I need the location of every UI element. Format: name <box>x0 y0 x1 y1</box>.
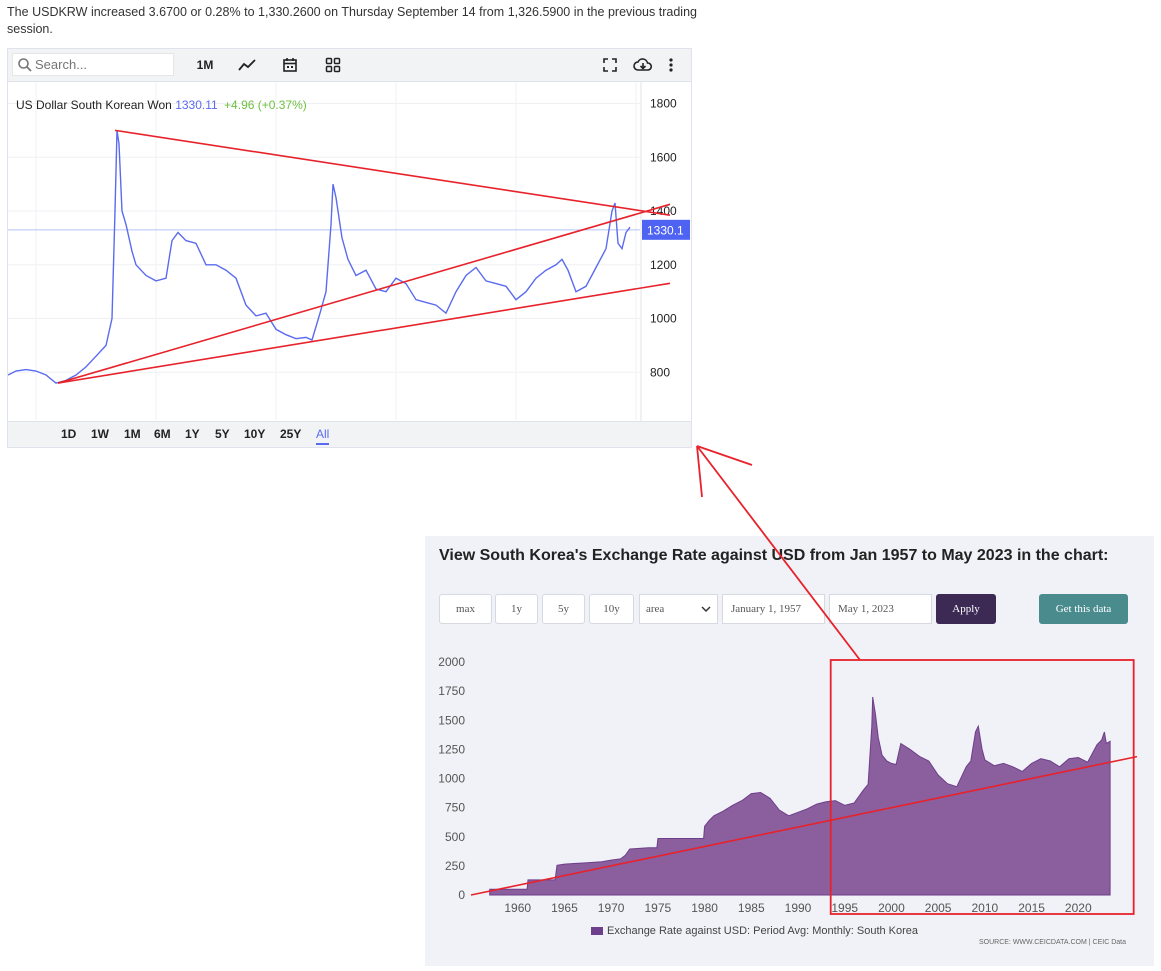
x-tick-label: 1990 <box>785 901 812 915</box>
lower-trendline <box>57 282 671 384</box>
y-tick-label: 1750 <box>438 684 465 698</box>
x-tick-label: 1960 <box>504 901 531 915</box>
trendline <box>57 203 671 384</box>
range-1y-button[interactable]: 1y <box>495 594 538 624</box>
x-tick-label: 2010 <box>972 901 999 915</box>
source-credit: SOURCE: WWW.CEICDATA.COM | CEIC Data <box>978 939 1126 946</box>
get-data-button[interactable]: Get this data <box>1039 594 1128 624</box>
range-10y-button[interactable]: 10y <box>589 594 634 624</box>
line-chart[interactable]: 8001000120014001600180019942000200620122… <box>8 82 691 422</box>
connector-arrow-head-upper <box>696 445 753 466</box>
y-tick-label: 1200 <box>650 258 677 272</box>
y-tick-label: 1000 <box>650 312 677 326</box>
x-tick-label: 1970 <box>598 901 625 915</box>
y-tick-label: 1250 <box>438 742 465 756</box>
legend-swatch <box>591 927 603 935</box>
headline: The USDKRW increased 3.6700 or 0.28% to … <box>7 5 697 36</box>
ceic-chart-widget: 0 250 500 750 1000 1250 1500 1750 2000 1960 1965 19… <box>425 536 1154 966</box>
search-input[interactable] <box>33 57 165 72</box>
x-tick-label: 2005 <box>925 901 952 915</box>
y-tick-label: 1800 <box>650 97 677 111</box>
x-tick-label: 1995 <box>831 901 858 915</box>
x-tick-label: 1985 <box>738 901 765 915</box>
x-tick-label: 2000 <box>878 901 905 915</box>
chart-legend: US Dollar South Korean Won 1330.11 +4.96… <box>16 98 307 112</box>
x-tick-label: 1975 <box>645 901 672 915</box>
chart-title: View South Korea's Exchange Rate against… <box>439 547 1109 564</box>
range-button-1d[interactable]: 1D <box>61 427 77 441</box>
trading-chart-widget: 1M 8001000120014001600180019942000200620… <box>7 48 692 448</box>
price-tag-label: 1330.1 <box>647 223 684 237</box>
y-tick-label: 800 <box>650 365 670 379</box>
chart-legend[interactable]: Exchange Rate against USD: Period Avg: M… <box>591 925 918 937</box>
y-tick-label: 1000 <box>438 772 465 786</box>
range-button-all[interactable]: All <box>316 427 330 445</box>
search-icon <box>18 57 32 72</box>
series-line <box>8 130 631 384</box>
cloud-download-icon[interactable] <box>630 54 656 76</box>
line-chart-icon[interactable] <box>235 54 259 76</box>
trendline <box>470 755 1138 896</box>
y-tick-label: 750 <box>445 801 465 815</box>
connector-arrow-head-lower <box>696 445 703 498</box>
search-box[interactable] <box>12 53 174 76</box>
x-tick-label: 2015 <box>1018 901 1045 915</box>
range-button-6m[interactable]: 6M <box>154 427 171 441</box>
grid-icon[interactable] <box>321 54 345 76</box>
range-button-1m[interactable]: 1M <box>124 427 141 441</box>
trendline <box>114 129 671 216</box>
area-chart[interactable]: 0 250 500 750 1000 1250 1500 1750 2000 1960 1965 19… <box>425 536 1154 966</box>
chart-type-select[interactable]: area <box>639 594 718 624</box>
y-tick-label: 250 <box>445 859 465 873</box>
highlight-box <box>829 659 1135 915</box>
series-name: US Dollar South Korean Won <box>16 98 172 112</box>
more-vertical-icon[interactable] <box>664 54 678 76</box>
x-tick-label: 2020 <box>1065 901 1092 915</box>
range-selector: 1D 1W 1M 6M 1Y 5Y 10Y 25Y All <box>8 421 691 447</box>
series-change: +4.96 (+0.37%) <box>224 98 307 112</box>
area-series <box>489 696 1111 896</box>
fullscreen-icon[interactable] <box>598 54 622 76</box>
chart-toolbar: 1M <box>8 49 691 82</box>
y-tick-label: 1600 <box>650 150 677 164</box>
end-date-input[interactable] <box>829 594 932 624</box>
range-button-5y[interactable]: 5Y <box>215 427 230 441</box>
chart-type-value: area <box>646 603 665 615</box>
period-button[interactable]: 1M <box>196 58 214 72</box>
range-button-1w[interactable]: 1W <box>91 427 109 441</box>
legend-label: Exchange Rate against USD: Period Avg: M… <box>607 925 919 937</box>
series-price: 1330.11 <box>175 98 218 112</box>
y-tick-label: 1500 <box>438 713 465 727</box>
start-date-input[interactable] <box>722 594 825 624</box>
chevron-down-icon <box>701 606 711 613</box>
x-tick-label: 1965 <box>551 901 578 915</box>
calendar-icon[interactable] <box>278 54 302 76</box>
y-tick-label: 0 <box>458 888 465 902</box>
apply-button[interactable]: Apply <box>936 594 996 624</box>
y-tick-label: 2000 <box>438 655 465 669</box>
range-button-1y[interactable]: 1Y <box>185 427 200 441</box>
y-tick-label: 500 <box>445 830 465 844</box>
range-max-button[interactable]: max <box>439 594 492 624</box>
range-button-10y[interactable]: 10Y <box>244 427 266 441</box>
x-tick-label: 1980 <box>691 901 718 915</box>
price-tag-bg <box>642 219 690 240</box>
range-5y-button[interactable]: 5y <box>542 594 585 624</box>
range-button-25y[interactable]: 25Y <box>280 427 302 441</box>
